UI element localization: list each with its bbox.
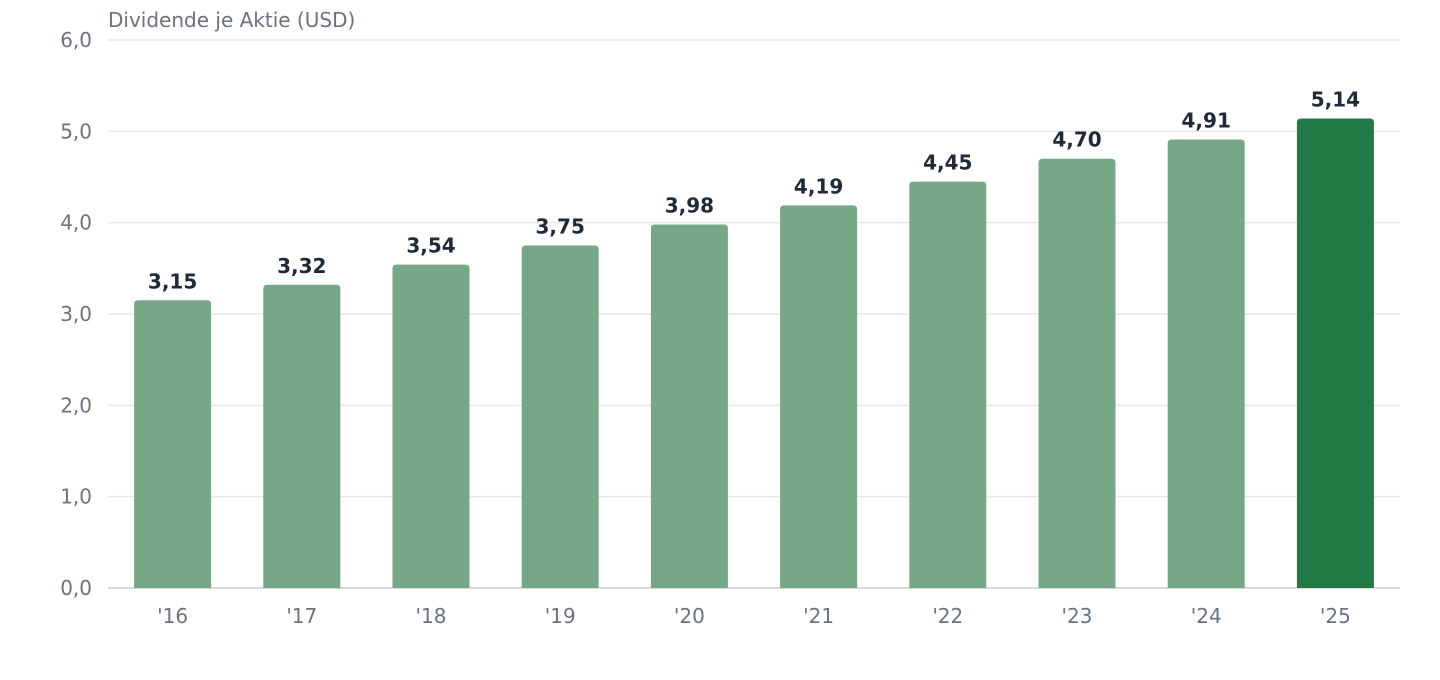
value-label: 3,75 xyxy=(536,215,585,239)
value-labels: 3,15 3,32 3,54 3,75 3,98 4,19 4,45 4,70 4,91 5,14 xyxy=(148,88,1360,294)
y-tick-label: 5,0 xyxy=(60,119,92,143)
bar-22 xyxy=(909,181,987,589)
value-label: 5,14 xyxy=(1311,88,1360,112)
bar-21 xyxy=(780,205,858,588)
y-tick-label: 2,0 xyxy=(60,393,92,417)
x-tick-label: '19 xyxy=(545,604,576,628)
bar-23 xyxy=(1038,158,1116,588)
x-tick-label: '22 xyxy=(932,604,963,628)
x-tick-label: '24 xyxy=(1191,604,1222,628)
y-axis-title: Dividende je Aktie (USD) xyxy=(108,8,355,32)
value-label: 4,45 xyxy=(923,151,972,175)
x-tick-label: '16 xyxy=(157,604,188,628)
bars xyxy=(134,118,1374,589)
y-tick-label: 1,0 xyxy=(60,485,92,509)
x-tick-label: '20 xyxy=(674,604,705,628)
value-label: 4,70 xyxy=(1052,128,1101,152)
x-tick-label: '21 xyxy=(803,604,834,628)
bar-17 xyxy=(263,284,341,588)
value-label: 3,15 xyxy=(148,269,197,293)
value-label: 4,19 xyxy=(794,174,843,198)
bar-25 xyxy=(1296,118,1374,589)
x-tick-label: '25 xyxy=(1320,604,1351,628)
value-label: 3,54 xyxy=(406,234,455,258)
bar-18 xyxy=(392,264,470,588)
x-tick-label: '18 xyxy=(416,604,447,628)
bar-16 xyxy=(134,300,212,588)
x-tick-label: '17 xyxy=(286,604,317,628)
y-tick-label: 6,0 xyxy=(60,28,92,52)
value-label: 3,32 xyxy=(277,254,326,278)
bar-19 xyxy=(521,245,599,588)
x-axis-ticks: '16 '17 '18 '19 '20 '21 '22 '23 '24 '25 xyxy=(157,604,1351,628)
y-tick-label: 0,0 xyxy=(60,576,92,600)
y-tick-label: 4,0 xyxy=(60,211,92,235)
value-label: 3,98 xyxy=(665,193,714,217)
x-tick-label: '23 xyxy=(1062,604,1093,628)
y-tick-label: 3,0 xyxy=(60,302,92,326)
value-label: 4,91 xyxy=(1182,109,1231,133)
bar-20 xyxy=(650,224,728,588)
y-axis-ticks: 0,0 1,0 2,0 3,0 4,0 5,0 6,0 xyxy=(60,28,92,600)
bar-24 xyxy=(1167,139,1245,588)
